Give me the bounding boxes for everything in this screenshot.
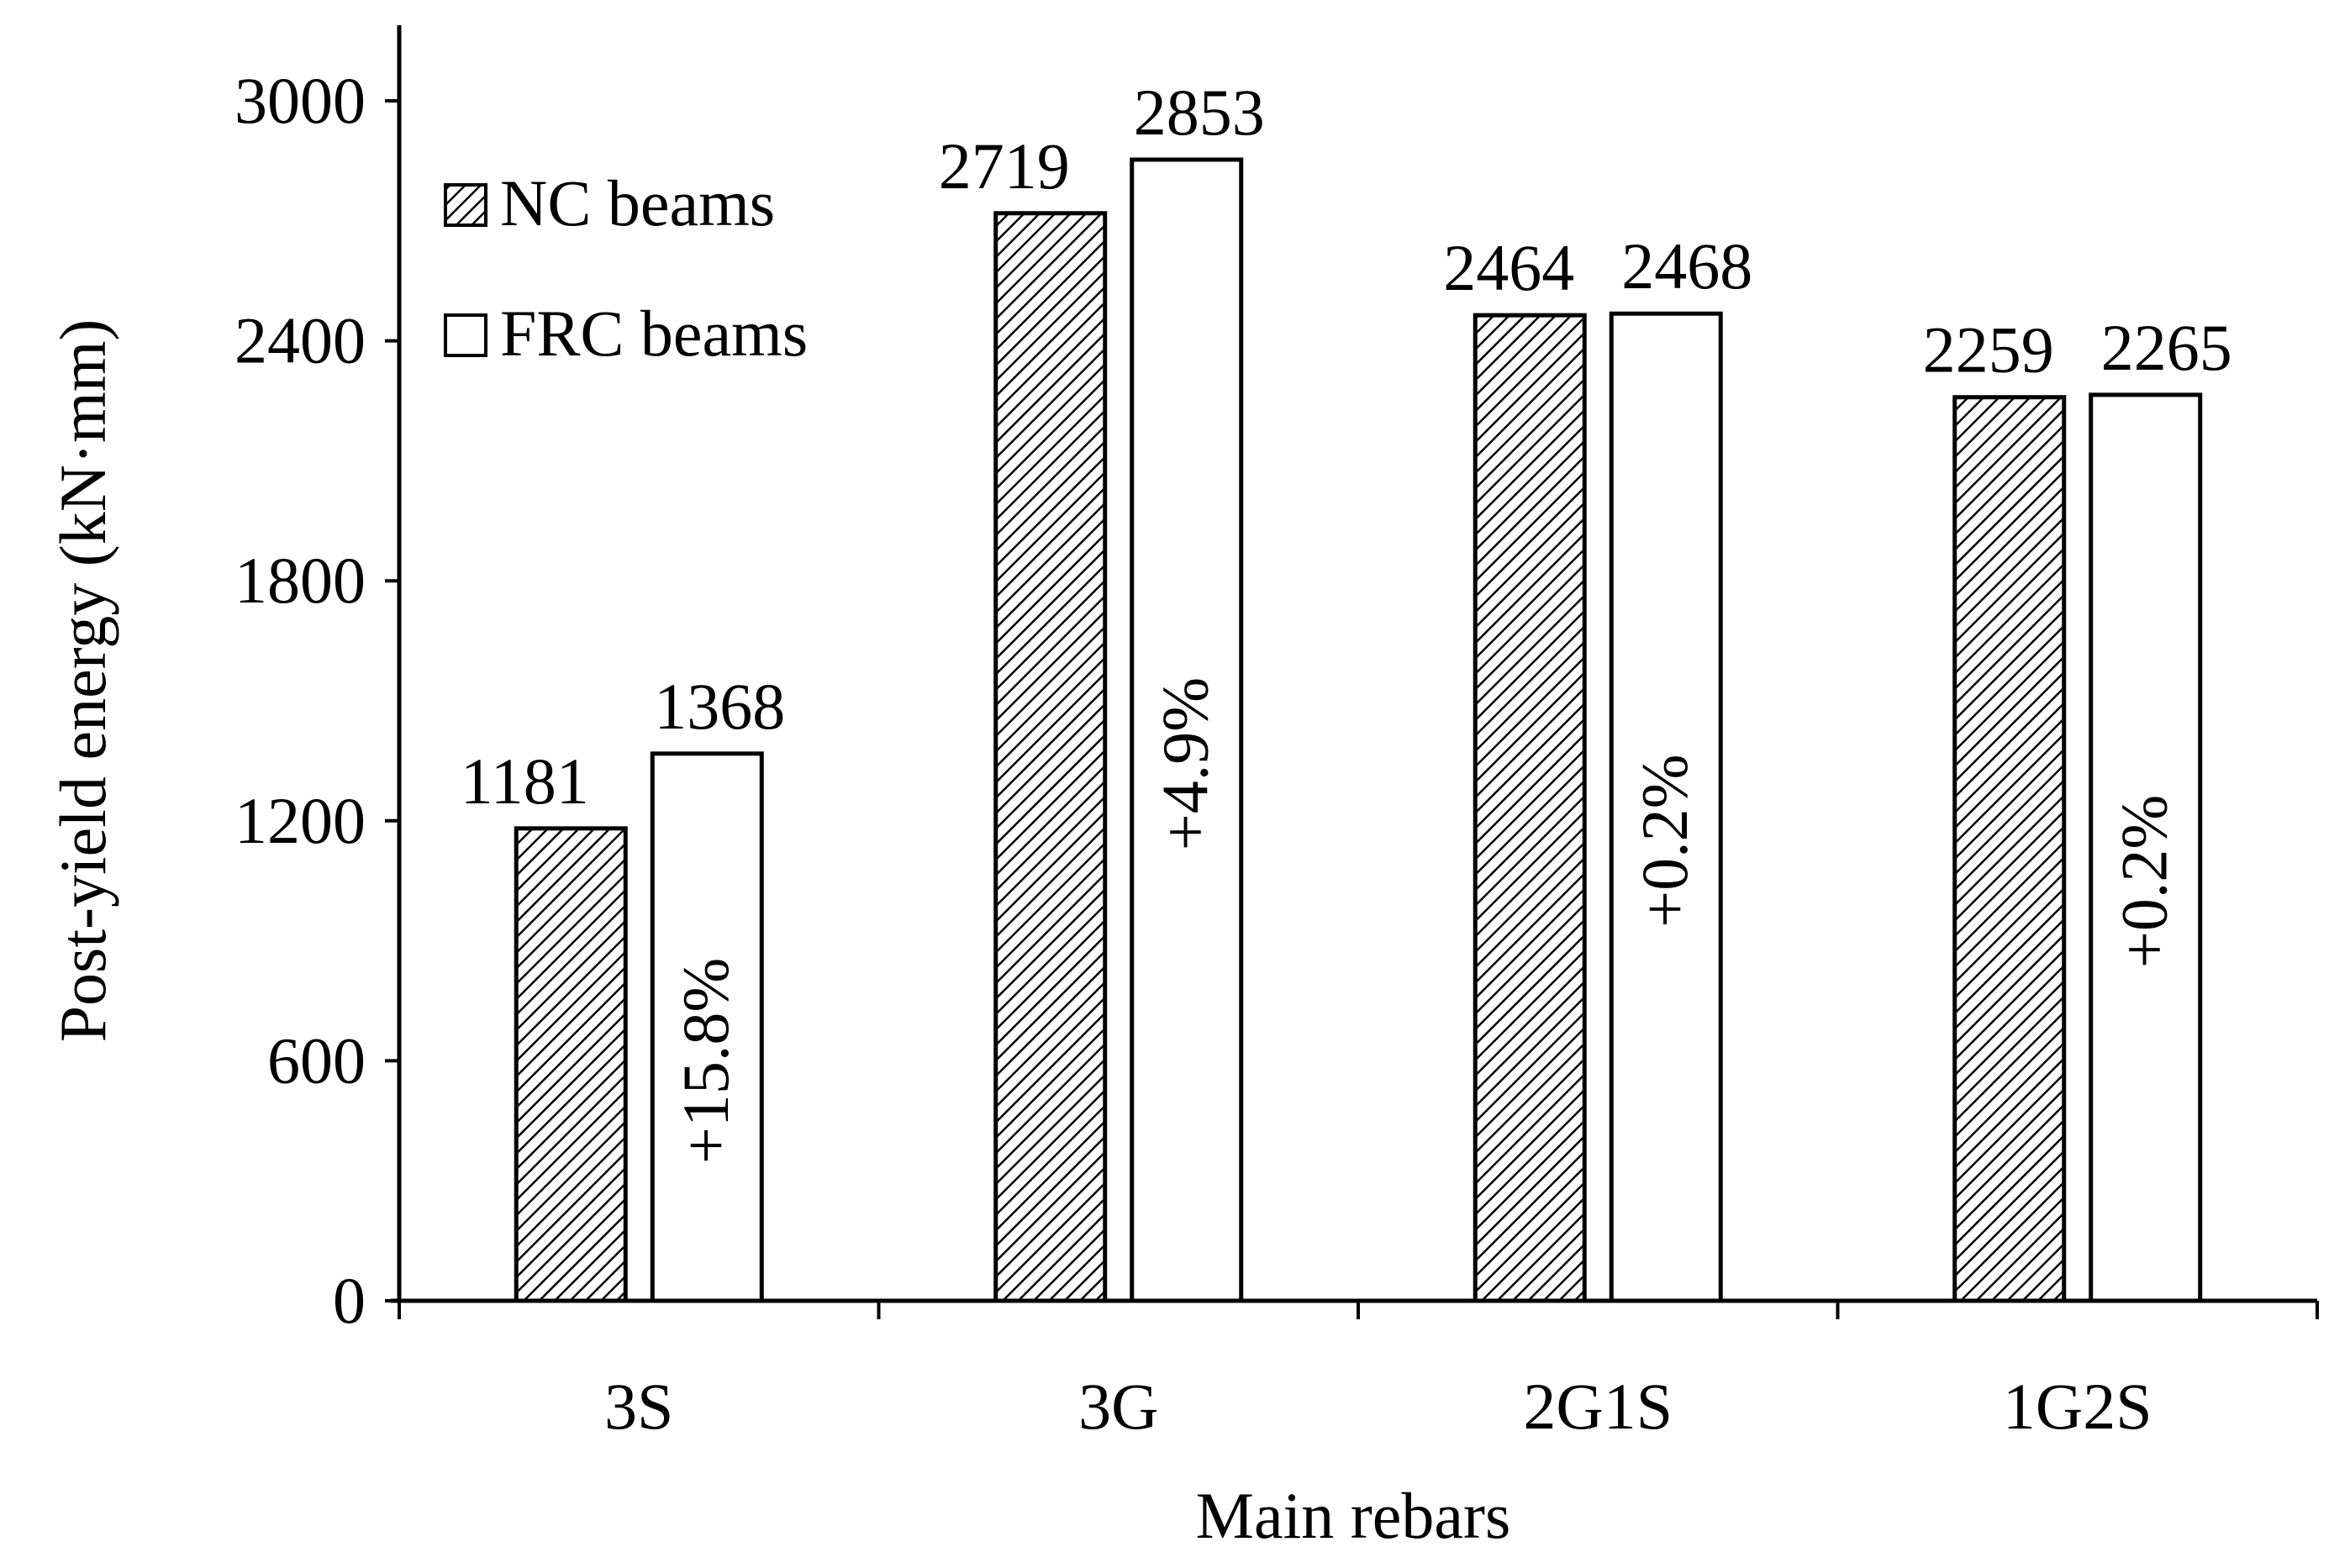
bars [514, 157, 2203, 1303]
percent-annotation: +15.8% [669, 958, 742, 1164]
bar-nc [993, 211, 1108, 1303]
percent-annotations: +15.8% +4.9% +0.2% +0.2% [669, 677, 2181, 1164]
y-tick-label: 2400 [234, 304, 366, 377]
bar-frc [1609, 311, 1723, 1303]
y-tick-label: 0 [333, 1264, 366, 1337]
percent-annotation: +0.2% [2108, 795, 2181, 968]
bar-nc [1473, 313, 1587, 1303]
legend-label-nc: NC beams [500, 166, 775, 239]
value-labels: 1181 1368 2719 2853 2464 2468 2259 2265 [461, 76, 2232, 818]
legend: NC beams FRC beams [444, 166, 808, 370]
y-tick-label: 3000 [234, 64, 366, 137]
value-label-frc: 2853 [1134, 76, 1265, 149]
value-label-frc: 2265 [2101, 311, 2232, 384]
y-ticks: 0 600 1200 1800 2400 3000 [234, 64, 399, 1337]
bar-frc [1130, 157, 1244, 1303]
y-tick-label: 1800 [234, 544, 366, 617]
x-tick-label: 2G1S [1523, 1370, 1673, 1443]
value-label-nc: 2464 [1443, 231, 1574, 304]
value-label-nc: 1181 [461, 745, 589, 818]
bar-nc [1952, 395, 2067, 1303]
bar-nc [514, 826, 628, 1303]
bar-frc [650, 751, 764, 1303]
value-label-nc: 2259 [1923, 313, 2054, 387]
percent-annotation: +0.2% [1628, 754, 1701, 927]
y-axis-title: Post-yield energy (kN·mm) [46, 319, 119, 1043]
percent-annotation: +4.9% [1149, 677, 1222, 850]
bar-frc [2089, 392, 2203, 1303]
value-label-nc: 2719 [939, 129, 1070, 203]
x-tick-label: 3G [1078, 1370, 1158, 1443]
legend-swatch-nc [444, 183, 487, 227]
x-ticks: 3S 3G 2G1S 1G2S [398, 1301, 2319, 1443]
y-tick-label: 600 [267, 1023, 366, 1097]
legend-swatch-frc [444, 313, 487, 357]
legend-label-frc: FRC beams [500, 297, 808, 370]
value-label-frc: 1368 [654, 670, 785, 743]
value-label-frc: 2468 [1621, 229, 1752, 303]
x-tick-label: 3S [604, 1370, 673, 1443]
x-tick-label: 1G2S [2003, 1370, 2152, 1443]
x-axis-title: Main rebars [1196, 1479, 1511, 1552]
y-tick-label: 1200 [234, 784, 366, 857]
